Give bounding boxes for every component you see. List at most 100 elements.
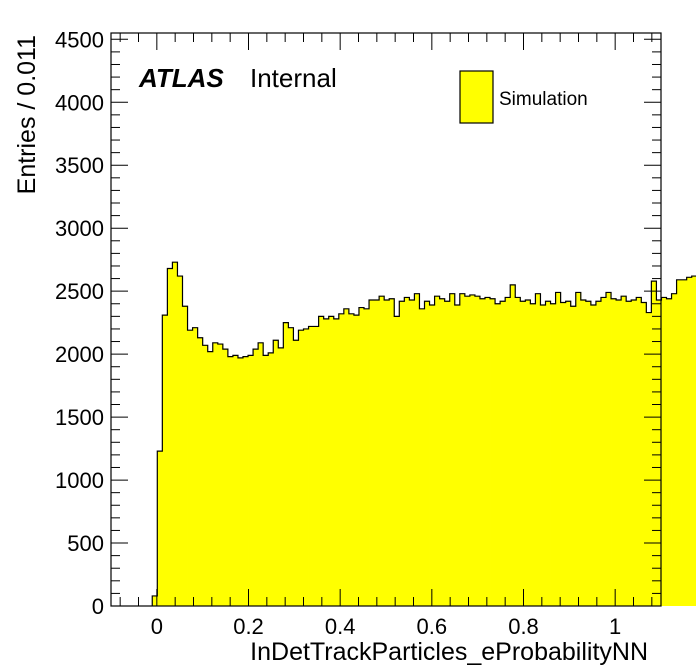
histogram-bin <box>565 301 572 606</box>
y-tick-label: 4000 <box>55 90 104 115</box>
histogram-bin <box>479 298 486 606</box>
histogram-bin <box>353 315 360 606</box>
histogram-bin <box>454 305 461 606</box>
legend: Simulation <box>459 70 588 124</box>
histogram-bin <box>570 306 577 606</box>
histogram-bin <box>343 308 350 606</box>
x-tick-label: 0.6 <box>417 614 448 639</box>
histogram-bin <box>490 298 496 606</box>
histogram-bin <box>258 342 264 606</box>
histogram-bin <box>414 293 420 606</box>
histogram-bin <box>248 355 254 606</box>
histogram-bin <box>485 297 491 606</box>
histogram-bin <box>358 307 365 606</box>
histogram-bin <box>192 327 199 606</box>
histogram-bins <box>152 262 696 606</box>
histogram-bin <box>222 349 229 606</box>
histogram-bin <box>212 342 219 606</box>
histogram-bin <box>409 299 415 606</box>
histogram-bin <box>429 305 435 606</box>
histogram-bin <box>227 356 234 606</box>
histogram-bin <box>232 355 239 606</box>
histogram-bin <box>545 301 551 606</box>
y-tick-label: 500 <box>67 531 104 556</box>
histogram-bin <box>555 292 562 606</box>
x-tick-label: 1 <box>609 614 621 639</box>
histogram-bin <box>585 301 592 606</box>
histogram-bin <box>278 347 284 606</box>
plot-area <box>110 32 696 607</box>
histogram-bin <box>606 292 612 606</box>
histogram-bin <box>691 276 696 606</box>
histogram-bin <box>379 296 385 606</box>
histogram-bin <box>328 316 335 606</box>
histogram-bin <box>600 297 607 606</box>
histogram-bin <box>550 303 556 606</box>
histogram-bin <box>580 299 587 606</box>
histogram-bin <box>389 298 395 606</box>
y-tick-label: 1000 <box>55 468 104 493</box>
histogram-bin <box>237 357 244 606</box>
histogram-bin <box>474 296 481 606</box>
histogram-bin <box>253 349 259 606</box>
histogram-bin <box>469 294 476 606</box>
histogram-bin <box>449 293 456 606</box>
histogram-bin <box>338 313 345 606</box>
histogram-outline <box>151 261 696 606</box>
histogram-bin <box>611 298 617 606</box>
histogram-bin <box>424 301 430 606</box>
histogram-bin <box>444 301 451 606</box>
histogram-bin <box>303 328 309 606</box>
histogram-bin <box>671 293 677 606</box>
histogram-bin <box>157 451 163 606</box>
histogram-bin <box>273 340 279 606</box>
x-axis-title: InDetTrackParticles_eProbabilityNN <box>250 638 648 666</box>
y-tick-label: 3500 <box>55 153 104 178</box>
histogram-bin <box>666 298 672 606</box>
histogram-bin <box>439 298 446 606</box>
histogram-bin <box>167 268 173 606</box>
tick-labels: 0 0.2 0.4 0.6 0.8 1 0 500 1000 1500 2000 2500 3000 35… <box>55 27 621 639</box>
histogram-bin <box>419 308 425 606</box>
histogram-bin <box>590 305 597 606</box>
histogram-bin <box>520 301 526 606</box>
histogram-bin <box>656 299 662 606</box>
atlas-label: ATLAS <box>138 63 224 93</box>
histogram-bin <box>323 318 330 606</box>
histogram-bin <box>177 276 183 606</box>
y-tick-label: 3000 <box>55 216 104 241</box>
histogram-bin <box>500 301 506 606</box>
histogram-bin <box>288 327 294 606</box>
histogram-bin <box>243 356 249 606</box>
histogram-bin <box>651 281 657 606</box>
histogram-bin <box>283 322 289 606</box>
histogram-bin <box>374 299 380 606</box>
histogram-bin <box>530 303 536 606</box>
histogram-bin <box>364 308 370 606</box>
legend-swatch-simulation <box>459 70 494 124</box>
x-tick-label: 0.4 <box>325 614 356 639</box>
histogram-bin <box>535 293 541 606</box>
legend-label-simulation: Simulation <box>499 89 588 110</box>
histogram-bin <box>172 262 178 606</box>
histogram-bin <box>575 292 582 606</box>
histogram-bin <box>646 312 652 606</box>
histogram-bin <box>540 305 546 606</box>
y-tick-label: 0 <box>92 594 104 619</box>
histogram-bin <box>505 297 511 606</box>
histogram-bin <box>686 277 693 606</box>
histogram-bin <box>661 297 667 606</box>
histogram-bin <box>384 299 390 606</box>
histogram-bin <box>313 326 320 606</box>
histogram-bin <box>298 330 304 606</box>
x-tick-label: 0.2 <box>233 614 264 639</box>
histogram-bin <box>293 340 299 606</box>
histogram-bin <box>318 316 325 606</box>
histogram-bin <box>676 279 683 606</box>
histogram-bin <box>495 303 501 606</box>
histogram-bin <box>525 299 531 606</box>
histogram-bin <box>621 296 627 606</box>
histogram-bin <box>515 297 521 606</box>
histogram-bin <box>308 326 314 606</box>
histogram-bin <box>681 279 688 606</box>
